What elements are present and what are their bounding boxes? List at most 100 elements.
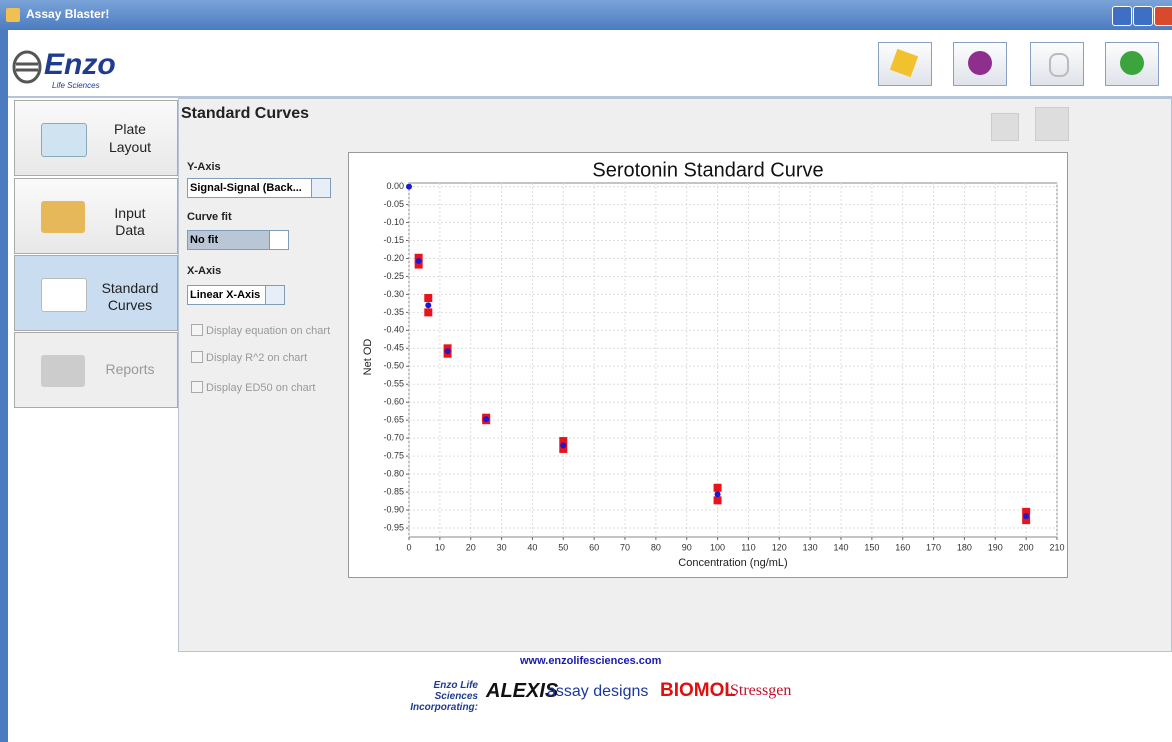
x-tick-label: 70	[620, 542, 630, 552]
checkbox[interactable]: Display ED50 on chart	[191, 381, 315, 394]
data-point	[559, 444, 568, 453]
window-border	[0, 30, 8, 742]
control-label: Y-Axis	[187, 161, 221, 173]
x-tick-label: 130	[803, 542, 818, 552]
save-button[interactable]	[1035, 107, 1069, 141]
y-tick-label: -0.95	[383, 522, 404, 532]
y-tick-label: -0.35	[383, 307, 404, 317]
next-button[interactable]	[1105, 42, 1159, 86]
x-tick-label: 120	[772, 542, 787, 552]
y-tick-label: -0.20	[383, 253, 404, 263]
nav-tab[interactable]: Reports	[14, 332, 178, 408]
x-tick-label: 200	[1019, 542, 1034, 552]
tab-label: Input	[114, 205, 146, 221]
nav-tab[interactable]: Plate Layout	[14, 100, 178, 176]
refresh-button[interactable]	[1030, 42, 1084, 86]
separator	[8, 96, 1172, 98]
data-point	[713, 483, 722, 492]
dropdown-value: Signal-Signal (Back...	[190, 182, 302, 194]
dropdown-value: No fit	[190, 234, 219, 246]
x-tick-label: 140	[833, 542, 848, 552]
data-point	[1023, 513, 1030, 520]
y-tick-label: -0.25	[383, 271, 404, 281]
x-tick-label: 60	[589, 542, 599, 552]
tab-label: Reports	[105, 361, 155, 377]
x-tick-label: 160	[895, 542, 910, 552]
tab-label: Data	[115, 222, 145, 238]
data-point	[425, 302, 432, 309]
minimize-button[interactable]	[1112, 6, 1132, 26]
dropdown[interactable]: Linear X-Axis	[187, 285, 285, 305]
y-tick-label: -0.05	[383, 199, 404, 209]
help-button[interactable]	[953, 42, 1007, 86]
y-tick-label: -0.55	[383, 379, 404, 389]
data-point	[444, 348, 451, 355]
tool-button[interactable]	[878, 42, 932, 86]
checkbox-label: Display ED50 on chart	[206, 382, 316, 394]
logo-text: Enzo	[44, 48, 116, 81]
data-point	[560, 442, 567, 449]
checkbox[interactable]: Display equation on chart	[191, 324, 330, 337]
footer-enzo-name: Enzo Life Sciences	[433, 680, 478, 702]
y-tick-label: -0.40	[383, 325, 404, 335]
brand: assay designs	[547, 683, 649, 700]
x-tick-label: 0	[406, 542, 411, 552]
x-tick-label: 20	[466, 542, 476, 552]
x-tick-label: 210	[1049, 542, 1064, 552]
y-tick-label: -0.65	[383, 415, 404, 425]
control-label: X-Axis	[187, 265, 222, 277]
logo-subtitle: Life Sciences	[52, 81, 100, 90]
x-tick-label: 80	[651, 542, 661, 552]
tab-label: Standard	[101, 280, 159, 296]
checkbox-label: Display equation on chart	[206, 325, 331, 337]
tab-label: Curves	[107, 297, 153, 313]
data-point	[713, 496, 722, 505]
y-tick-label: 0.00	[386, 181, 404, 191]
y-tick-label: -0.30	[383, 289, 404, 299]
checkbox[interactable]: Display R^2 on chart	[191, 351, 307, 364]
data-point	[1022, 507, 1031, 516]
dropdown[interactable]: No fit	[187, 230, 289, 250]
control-label: Curve fit	[187, 211, 232, 223]
maximize-button[interactable]	[1133, 6, 1153, 26]
y-tick-label: -0.45	[383, 343, 404, 353]
x-tick-label: 190	[988, 542, 1003, 552]
x-tick-label: 150	[864, 542, 879, 552]
title-bar: Assay Blaster!	[0, 0, 1172, 30]
dropdown-value: Linear X-Axis	[190, 289, 261, 301]
panel-heading: Standard Curves	[181, 105, 310, 122]
data-point	[483, 416, 490, 423]
brand: Stressgen	[730, 682, 792, 699]
logo: Enzo Life Sciences	[12, 48, 132, 92]
footer-url[interactable]: www.enzolifesciences.com	[520, 655, 662, 667]
data-point	[415, 257, 422, 264]
x-tick-label: 180	[957, 542, 972, 552]
x-tick-label: 90	[682, 542, 692, 552]
chart-title: Serotonin Standard Curve	[592, 159, 823, 181]
y-tick-label: -0.15	[383, 235, 404, 245]
footer-incorporating: Incorporating:	[410, 702, 478, 713]
app-icon	[6, 8, 20, 22]
brand: BIOMOL	[660, 680, 736, 701]
x-tick-label: 170	[926, 542, 941, 552]
data-point	[1022, 516, 1031, 525]
window-title: Assay Blaster!	[26, 7, 110, 21]
nav-tab[interactable]: Standard Curves	[14, 255, 178, 331]
footer-enzo: Enzo Life Sciences Incorporating:	[390, 680, 478, 713]
dropdown[interactable]: Signal-Signal (Back...	[187, 178, 331, 198]
data-point	[424, 308, 433, 317]
nav-tab[interactable]: Input Data	[14, 178, 178, 254]
tab-label: Plate	[114, 121, 146, 137]
y-tick-label: -0.75	[383, 451, 404, 461]
y-tick-label: -0.50	[383, 361, 404, 371]
x-tick-label: 30	[497, 542, 507, 552]
x-tick-label: 110	[741, 542, 755, 552]
checkbox-label: Display R^2 on chart	[206, 352, 308, 364]
x-axis-label: Concentration (ng/mL)	[678, 557, 787, 569]
y-tick-label: -0.80	[383, 468, 404, 478]
data-point	[714, 491, 721, 498]
close-button[interactable]	[1154, 6, 1172, 26]
snapshot-button[interactable]	[991, 113, 1019, 141]
tab-label: Layout	[108, 139, 152, 155]
